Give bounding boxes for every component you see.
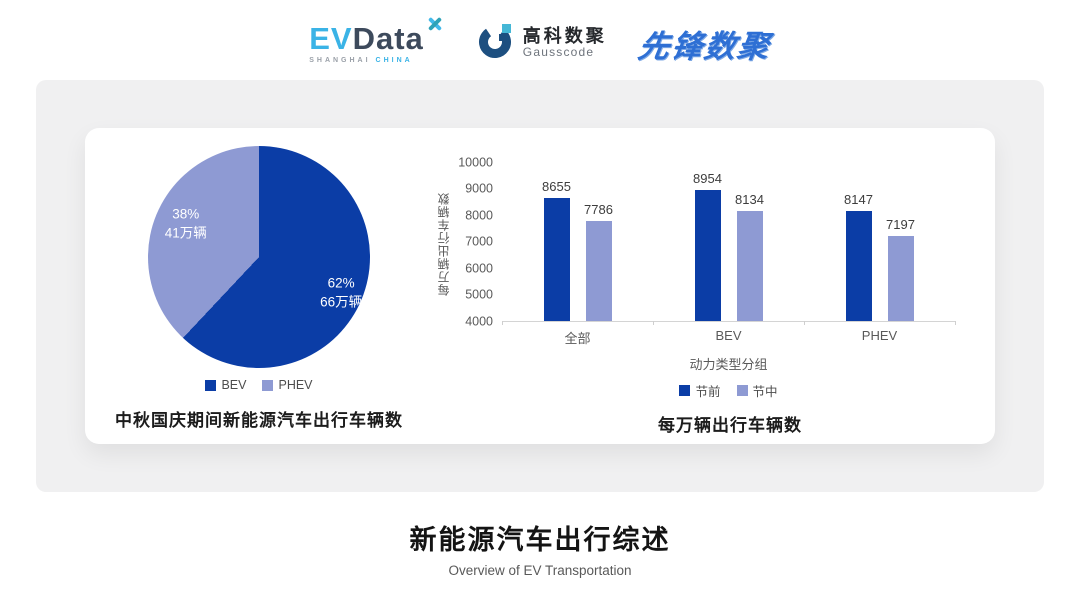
x-tick-label: PHEV — [861, 328, 898, 343]
bar-value-label: 7197 — [886, 217, 915, 233]
bar-节前-全部: 8655 — [542, 179, 571, 321]
bar-plot: 4000 5000 6000 7000 8000 9000 10000 8655 7786 89… — [458, 156, 956, 327]
bar-plot-column: 4000 5000 6000 7000 8000 9000 10000 8655 7786 89… — [452, 142, 956, 400]
gausscode-cn-text: 高科数聚 — [522, 25, 607, 46]
bar-chart-section: 每万辆出行车辆数 4000 5000 6000 7000 8000 9000 10000 8… — [433, 128, 995, 444]
evdata-sub-shanghai: SHANGHAI — [309, 56, 371, 64]
bar-节中-BEV: 8134 — [735, 192, 764, 321]
bar-节前-BEV: 8954 — [693, 171, 722, 321]
x-ticks: 全部 BEV PHEV — [502, 322, 955, 347]
bar-chart: 每万辆出行车辆数 4000 5000 6000 7000 8000 9000 10000 8… — [435, 142, 956, 400]
gausscode-en-text: Gausscode — [522, 45, 595, 60]
x-tick-label: 全部 — [564, 331, 591, 346]
pie-label-phev: 38% 41万辆 — [165, 204, 207, 243]
g-ring-icon — [476, 22, 514, 65]
bar-节前-PHEV: 8147 — [844, 192, 873, 321]
y-tick-label: 7000 — [465, 234, 493, 249]
pie-value-label: 41万辆 — [164, 225, 207, 241]
pie-pct-label: 62% — [327, 274, 355, 290]
evdata-ev-text: EV — [309, 20, 353, 56]
footer: 新能源汽车出行综述 Overview of EV Transportation — [0, 518, 1080, 578]
bar-group: 8954 8134 — [653, 162, 804, 321]
legend-swatch-icon — [205, 379, 217, 391]
pie-chart-section: 38% 41万辆 62% 66万辆 BEV PHEV 中秋国庆期间新能源汽车出行车… — [85, 128, 433, 444]
evdata-sub-china: CHINA — [375, 56, 413, 64]
legend-label: 节中 — [752, 385, 778, 399]
legend-item: 节中 — [736, 381, 778, 400]
y-tick-label: 9000 — [465, 181, 493, 196]
bars: 8655 7786 8954 8134 8147 7197 — [502, 162, 955, 321]
bar-chart-title: 每万辆出行车辆数 — [658, 416, 802, 435]
y-tick-label: 5000 — [465, 287, 493, 302]
evdata-data-text: Data — [352, 20, 424, 56]
bar-节中-PHEV: 7197 — [886, 217, 915, 321]
gausscode-logo: 高科数聚 Gausscode — [476, 22, 607, 65]
pie-label-bev: 62% 66万辆 — [320, 273, 362, 312]
bar-y-axis-label: 每万辆出行车辆数 — [437, 192, 451, 296]
bar-group: 8147 7197 — [804, 162, 955, 321]
legend-item: 节前 — [679, 381, 721, 400]
xianfeng-logo: 先锋数聚 — [635, 28, 774, 64]
bar-legend: 节前 节中 — [502, 381, 955, 400]
legend-item: BEV — [205, 378, 246, 392]
y-tick-label: 4000 — [465, 313, 493, 328]
bar-group: 8655 7786 — [502, 162, 653, 321]
y-tick-label: 8000 — [465, 207, 493, 222]
legend-swatch-icon — [679, 385, 691, 396]
charts-card: 38% 41万辆 62% 66万辆 BEV PHEV 中秋国庆期间新能源汽车出行车… — [85, 128, 995, 444]
pie-value-label: 66万辆 — [320, 294, 363, 310]
x-tick-label: BEV — [715, 328, 742, 343]
legend-swatch-icon — [262, 379, 274, 391]
legend-label: PHEV — [278, 378, 313, 392]
pie-chart: 38% 41万辆 62% 66万辆 — [148, 146, 370, 368]
bar-value-label: 8954 — [693, 170, 722, 186]
bar-value-label: 8147 — [844, 192, 873, 208]
page-subtitle: Overview of EV Transportation — [448, 563, 632, 578]
gausscode-text: 高科数聚 Gausscode — [523, 26, 607, 60]
bar-x-axis-label: 动力类型分组 — [689, 357, 768, 372]
y-tick-label: 6000 — [465, 260, 493, 275]
legend-label: 节前 — [695, 385, 721, 399]
legend-swatch-icon — [736, 385, 748, 396]
pie-legend: BEV PHEV — [205, 378, 313, 392]
bar-节中-全部: 7786 — [584, 202, 613, 321]
pie-chart-title: 中秋国庆期间新能源汽车出行车辆数 — [115, 411, 403, 430]
header-logos: EVData SHANGHAI CHINA 高科数聚 Gausscode 先 — [0, 0, 1080, 64]
bar-value-label: 8134 — [735, 192, 764, 208]
bar-value-label: 8655 — [542, 178, 571, 194]
x-spark-icon — [426, 15, 444, 33]
gray-panel: 38% 41万辆 62% 66万辆 BEV PHEV 中秋国庆期间新能源汽车出行车… — [36, 80, 1044, 492]
pie-pct-label: 38% — [172, 206, 200, 222]
legend-label: BEV — [221, 378, 247, 392]
legend-item: PHEV — [262, 378, 313, 392]
evdata-subtitle: SHANGHAI CHINA — [309, 57, 444, 64]
y-tick-label: 10000 — [458, 154, 493, 169]
evdata-wordmark: EVData — [309, 16, 444, 56]
evdata-logo: EVData SHANGHAI CHINA — [309, 16, 444, 64]
bar-value-label: 7786 — [584, 201, 613, 217]
page-title: 新能源汽车出行综述 — [409, 525, 671, 555]
